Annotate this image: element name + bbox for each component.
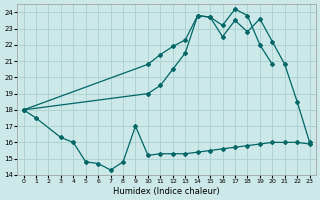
X-axis label: Humidex (Indice chaleur): Humidex (Indice chaleur) xyxy=(113,187,220,196)
